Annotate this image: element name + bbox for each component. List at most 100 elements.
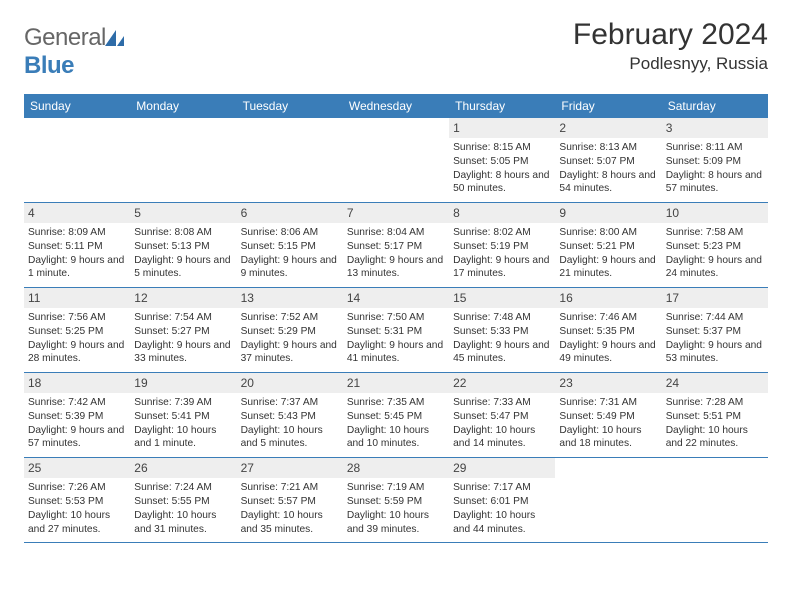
day-number: 22 [449,373,555,393]
day-info: Sunrise: 7:48 AMSunset: 5:33 PMDaylight:… [453,311,551,366]
day-cell: 11 Sunrise: 7:56 AMSunset: 5:25 PMDayligh… [24,288,130,372]
day-number: 16 [555,288,661,308]
day-info: Sunrise: 8:04 AMSunset: 5:17 PMDaylight:… [347,226,445,281]
day-cell: 26 Sunrise: 7:24 AMSunset: 5:55 PMDayligh… [130,458,236,542]
header: General Blue February 2024 Podlesnyy, Ru… [24,18,768,90]
location: Podlesnyy, Russia [573,54,768,74]
day-cell: 28Sunrise: 7:19 AMSunset: 5:59 PMDayligh… [343,458,449,542]
day-info: Sunrise: 8:06 AMSunset: 5:15 PMDaylight:… [241,226,339,281]
month-title: February 2024 [573,18,768,52]
dayhdr-sat: Saturday [662,94,768,118]
day-cell: 19Sunrise: 7:39 AMSunset: 5:41 PMDayligh… [130,373,236,457]
day-cell: 9Sunrise: 8:00 AMSunset: 5:21 PMDaylight… [555,203,661,287]
day-cell: 27 Sunrise: 7:21 AMSunset: 5:57 PMDayligh… [237,458,343,542]
day-cell: 5 Sunrise: 8:08 AMSunset: 5:13 PMDaylight… [130,203,236,287]
day-number: 6 [237,203,343,223]
day-cell: 2Sunrise: 8:13 AMSunset: 5:07 PMDaylight… [555,118,661,202]
week-row: 1Sunrise: 8:15 AMSunset: 5:05 PMDaylight… [24,118,768,203]
day-number: 11 [24,288,130,308]
day-info: Sunrise: 8:08 AMSunset: 5:13 PMDaylight:… [134,226,232,281]
day-number: 15 [449,288,555,308]
logo: General Blue [24,24,126,80]
week-row: 4Sunrise: 8:09 AMSunset: 5:11 PMDaylight… [24,203,768,288]
day-number: 10 [662,203,768,223]
day-info: Sunrise: 8:11 AMSunset: 5:09 PMDaylight:… [666,141,764,196]
day-cell: 10 Sunrise: 7:58 AMSunset: 5:23 PMDayligh… [662,203,768,287]
day-cell: 1Sunrise: 8:15 AMSunset: 5:05 PMDaylight… [449,118,555,202]
day-number: 28 [343,458,449,478]
day-cell: 15 Sunrise: 7:48 AMSunset: 5:33 PMDayligh… [449,288,555,372]
day-cell [237,118,343,202]
day-number: 21 [343,373,449,393]
day-info: Sunrise: 7:33 AMSunset: 5:47 PMDaylight:… [453,396,551,451]
day-number: 12 [130,288,236,308]
day-info: Sunrise: 7:46 AMSunset: 5:35 PMDaylight:… [559,311,657,366]
logo-sail-icon [104,29,126,47]
day-cell [130,118,236,202]
day-number: 17 [662,288,768,308]
day-number: 9 [555,203,661,223]
dayhdr-tue: Tuesday [237,94,343,118]
day-number: 25 [24,458,130,478]
day-number: 23 [555,373,661,393]
day-info: Sunrise: 7:28 AMSunset: 5:51 PMDaylight:… [666,396,764,451]
day-cell: 6 Sunrise: 8:06 AMSunset: 5:15 PMDaylight… [237,203,343,287]
day-info: Sunrise: 7:44 AMSunset: 5:37 PMDaylight:… [666,311,764,366]
dayhdr-mon: Monday [130,94,236,118]
day-info: Sunrise: 7:17 AMSunset: 6:01 PMDaylight:… [453,481,551,536]
day-cell: 13Sunrise: 7:52 AMSunset: 5:29 PMDayligh… [237,288,343,372]
week-row: 18 Sunrise: 7:42 AMSunset: 5:39 PMDayligh… [24,373,768,458]
day-number: 3 [662,118,768,138]
calendar: Sunday Monday Tuesday Wednesday Thursday… [24,94,768,543]
dayhdr-fri: Friday [555,94,661,118]
day-cell: 8 Sunrise: 8:02 AMSunset: 5:19 PMDaylight… [449,203,555,287]
day-number: 26 [130,458,236,478]
day-info: Sunrise: 7:31 AMSunset: 5:49 PMDaylight:… [559,396,657,451]
day-number: 29 [449,458,555,478]
day-info: Sunrise: 7:21 AMSunset: 5:57 PMDaylight:… [241,481,339,536]
day-info: Sunrise: 7:24 AMSunset: 5:55 PMDaylight:… [134,481,232,536]
day-cell: 22 Sunrise: 7:33 AMSunset: 5:47 PMDayligh… [449,373,555,457]
day-number: 7 [343,203,449,223]
dayhdr-thu: Thursday [449,94,555,118]
day-info: Sunrise: 7:35 AMSunset: 5:45 PMDaylight:… [347,396,445,451]
day-info: Sunrise: 8:13 AMSunset: 5:07 PMDaylight:… [559,141,657,196]
day-number: 19 [130,373,236,393]
day-cell [662,458,768,542]
dayhdr-sun: Sunday [24,94,130,118]
day-cell: 24Sunrise: 7:28 AMSunset: 5:51 PMDayligh… [662,373,768,457]
day-cell: 3 Sunrise: 8:11 AMSunset: 5:09 PMDaylight… [662,118,768,202]
day-info: Sunrise: 7:42 AMSunset: 5:39 PMDaylight:… [28,396,126,451]
dayhdr-wed: Wednesday [343,94,449,118]
day-cell: 25 Sunrise: 7:26 AMSunset: 5:53 PMDayligh… [24,458,130,542]
day-cell: 4Sunrise: 8:09 AMSunset: 5:11 PMDaylight… [24,203,130,287]
week-row: 11 Sunrise: 7:56 AMSunset: 5:25 PMDayligh… [24,288,768,373]
day-number: 18 [24,373,130,393]
day-number: 1 [449,118,555,138]
day-number: 27 [237,458,343,478]
day-info: Sunrise: 7:52 AMSunset: 5:29 PMDaylight:… [241,311,339,366]
day-info: Sunrise: 7:56 AMSunset: 5:25 PMDaylight:… [28,311,126,366]
day-cell: 16 Sunrise: 7:46 AMSunset: 5:35 PMDayligh… [555,288,661,372]
day-cell: 14 Sunrise: 7:50 AMSunset: 5:31 PMDayligh… [343,288,449,372]
title-block: February 2024 Podlesnyy, Russia [573,18,768,74]
day-info: Sunrise: 7:50 AMSunset: 5:31 PMDaylight:… [347,311,445,366]
day-number: 8 [449,203,555,223]
day-cell: 29 Sunrise: 7:17 AMSunset: 6:01 PMDayligh… [449,458,555,542]
day-info: Sunrise: 7:54 AMSunset: 5:27 PMDaylight:… [134,311,232,366]
day-cell [555,458,661,542]
day-cell: 18 Sunrise: 7:42 AMSunset: 5:39 PMDayligh… [24,373,130,457]
day-info: Sunrise: 8:02 AMSunset: 5:19 PMDaylight:… [453,226,551,281]
day-cell: 23 Sunrise: 7:31 AMSunset: 5:49 PMDayligh… [555,373,661,457]
day-number: 14 [343,288,449,308]
day-number: 5 [130,203,236,223]
day-cell [343,118,449,202]
day-header-row: Sunday Monday Tuesday Wednesday Thursday… [24,94,768,118]
day-cell: 12 Sunrise: 7:54 AMSunset: 5:27 PMDayligh… [130,288,236,372]
day-cell: 20Sunrise: 7:37 AMSunset: 5:43 PMDayligh… [237,373,343,457]
day-info: Sunrise: 7:58 AMSunset: 5:23 PMDaylight:… [666,226,764,281]
day-cell: 17 Sunrise: 7:44 AMSunset: 5:37 PMDayligh… [662,288,768,372]
day-info: Sunrise: 7:26 AMSunset: 5:53 PMDaylight:… [28,481,126,536]
logo-part2: Blue [24,52,74,79]
logo-part1: General [24,24,106,51]
